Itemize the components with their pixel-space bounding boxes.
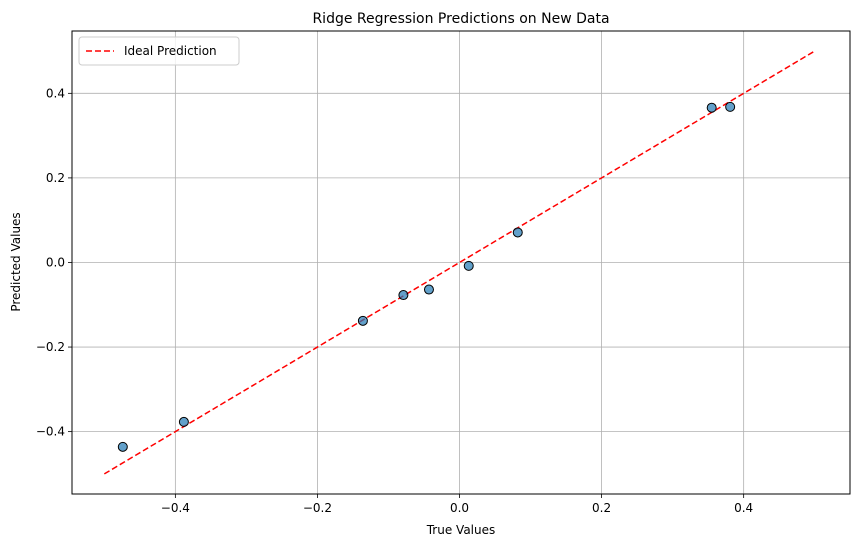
legend-box	[78, 36, 240, 66]
ideal-line-layer	[103, 50, 816, 475]
y-tick-label: 0.2	[46, 171, 65, 185]
scatter-point	[178, 416, 189, 427]
ideal-prediction-line	[103, 50, 816, 475]
y-tick-label: 0.0	[46, 255, 65, 269]
x-tick-label: −0.2	[303, 501, 332, 515]
legend-entry-ideal-prediction: Ideal Prediction	[124, 44, 217, 58]
chart-title: Ridge Regression Predictions on New Data	[312, 11, 609, 27]
y-tick-label: −0.2	[36, 340, 65, 354]
scatter-point	[398, 290, 409, 301]
point-layer	[117, 101, 736, 452]
x-tick-label: −0.4	[161, 501, 190, 515]
y-tick-label: 0.4	[46, 86, 65, 100]
x-tick-label: 0.0	[450, 501, 469, 515]
x-tick-label: 0.4	[734, 501, 753, 515]
y-tick-label: −0.4	[36, 425, 65, 439]
scatter-point	[423, 284, 434, 295]
scatter-point	[357, 315, 368, 326]
y-axis-label: Predicted Values	[9, 212, 23, 311]
x-axis-label: True Values	[426, 523, 496, 537]
x-tick-label: 0.2	[592, 501, 611, 515]
scatter-point	[706, 102, 717, 113]
legend: Ideal Prediction	[78, 36, 240, 66]
scatter-point	[463, 260, 474, 271]
scatter-point	[512, 227, 523, 238]
axis-ticks: −0.4 −0.2 0.0 0.2 0.4 −0.4 −0.2 0.0 0.2 0.4	[36, 86, 753, 515]
grid	[72, 31, 850, 494]
scatter-point	[117, 441, 128, 452]
scatter-point	[725, 101, 736, 112]
